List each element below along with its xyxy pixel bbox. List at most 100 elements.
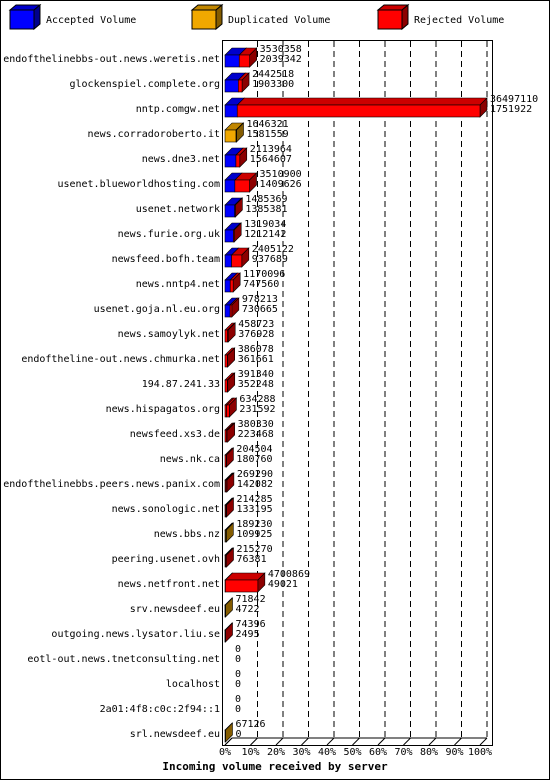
y-tick-label: eotl-out.news.tnetconsulting.net <box>27 654 220 665</box>
legend-swatch-side <box>401 3 409 31</box>
bar <box>231 254 243 268</box>
x-axis-label: Incoming volume received by server <box>162 760 388 773</box>
bar <box>224 229 234 243</box>
tick-mark <box>250 737 258 746</box>
bar <box>238 54 250 68</box>
value-label: 204504 <box>236 444 272 455</box>
x-tick-label: 70% <box>394 747 412 758</box>
value-label: 0 <box>235 704 241 715</box>
value-label: 634288 <box>239 394 275 405</box>
tick-mark <box>301 737 309 746</box>
bar <box>233 229 235 243</box>
value-label: 1485369 <box>245 194 287 205</box>
value-label: 0 <box>235 679 241 690</box>
bar <box>237 79 243 93</box>
value-label: 231592 <box>239 404 275 415</box>
value-label: 386078 <box>238 344 274 355</box>
legend-swatch <box>377 9 403 30</box>
value-label: 1903300 <box>252 79 294 90</box>
y-tick-label: news.netfront.net <box>118 579 220 590</box>
axis-line <box>224 737 233 746</box>
x-tick-label: 30% <box>292 747 310 758</box>
value-label: 142082 <box>237 479 273 490</box>
bar <box>226 404 230 418</box>
y-tick-label: news.furie.org.uk <box>118 229 220 240</box>
value-label: 76381 <box>237 554 267 565</box>
value-label: 109925 <box>236 529 272 540</box>
y-tick-label: endofthelinebbs.peers.news.panix.com <box>3 479 220 490</box>
value-label: 2039342 <box>260 54 302 65</box>
bar <box>224 79 239 93</box>
value-label: 189230 <box>236 519 272 530</box>
x-tick-label: 0% <box>219 747 231 758</box>
bar <box>229 279 234 293</box>
y-tick-label: news.sonologic.net <box>112 504 220 515</box>
y-tick-label: localhost <box>166 679 220 690</box>
bar <box>224 154 237 168</box>
y-tick-label: usenet.network <box>136 204 220 215</box>
x-tick-label: 40% <box>318 747 336 758</box>
value-label: 352248 <box>238 379 274 390</box>
plot-frame <box>222 40 493 746</box>
bar <box>224 629 226 643</box>
bar <box>225 529 227 543</box>
value-label: 3510900 <box>260 169 302 180</box>
y-tick-label: peering.usenet.ovh <box>112 554 220 565</box>
value-label: 4700869 <box>268 569 310 580</box>
value-label: 0 <box>235 654 241 665</box>
value-label: 0 <box>235 669 241 680</box>
bar <box>234 179 250 193</box>
value-label: 391340 <box>238 369 274 380</box>
y-tick-label: news.hispagatos.org <box>106 404 220 415</box>
bar <box>224 129 237 143</box>
value-label: 49021 <box>268 579 298 590</box>
legend-swatch-side <box>33 3 41 31</box>
bar <box>224 279 231 293</box>
value-label: 214285 <box>236 494 272 505</box>
value-label: 730665 <box>242 304 278 315</box>
y-tick-label: srv.newsdeef.eu <box>130 604 220 615</box>
x-tick-label: 100% <box>468 747 492 758</box>
y-tick-label: news.nntp4.net <box>136 279 220 290</box>
bar <box>224 54 240 68</box>
y-tick-label: news.nk.ca <box>160 454 220 465</box>
bar-top <box>236 97 488 106</box>
bar <box>225 579 259 593</box>
value-label: 36497110 <box>490 94 538 105</box>
value-label: 2495 <box>236 629 260 640</box>
y-tick-label: newsfeed.xs3.de <box>130 429 220 440</box>
bar <box>225 554 227 568</box>
value-label: 3530358 <box>260 44 302 55</box>
bar <box>224 204 235 218</box>
value-label: 4722 <box>236 604 260 615</box>
tick-mark <box>479 737 488 746</box>
tick-mark <box>352 737 360 746</box>
legend-swatch <box>9 9 35 30</box>
value-label: 223468 <box>238 429 274 440</box>
x-tick-label: 50% <box>343 747 361 758</box>
bar <box>229 304 233 318</box>
value-label: 269290 <box>237 469 273 480</box>
y-tick-label: endoftheline-out.news.chmurka.net <box>21 354 220 365</box>
y-tick-label: news.corradoroberto.it <box>88 129 220 140</box>
bar <box>224 329 228 343</box>
value-label: 2442518 <box>252 69 294 80</box>
tick-mark <box>454 737 462 746</box>
value-label: 0 <box>235 694 241 705</box>
value-label: 2405122 <box>252 244 294 255</box>
tick-mark <box>275 737 284 746</box>
tick-mark <box>326 737 335 746</box>
x-tick-label: 90% <box>445 747 463 758</box>
legend-label: Rejected Volume <box>414 15 504 26</box>
bar <box>224 104 238 118</box>
value-label: 2113964 <box>250 144 292 155</box>
value-label: 361661 <box>238 354 274 365</box>
value-label: 74396 <box>236 619 266 630</box>
y-tick-label: glockenspiel.complete.org <box>69 79 220 90</box>
y-tick-label: 2a01:4f8:c0c:2f94::1 <box>100 704 220 715</box>
value-label: 1409626 <box>260 179 302 190</box>
value-label: 1751922 <box>490 104 532 115</box>
bar <box>224 379 228 393</box>
y-tick-label: srl.newsdeef.eu <box>130 729 220 740</box>
